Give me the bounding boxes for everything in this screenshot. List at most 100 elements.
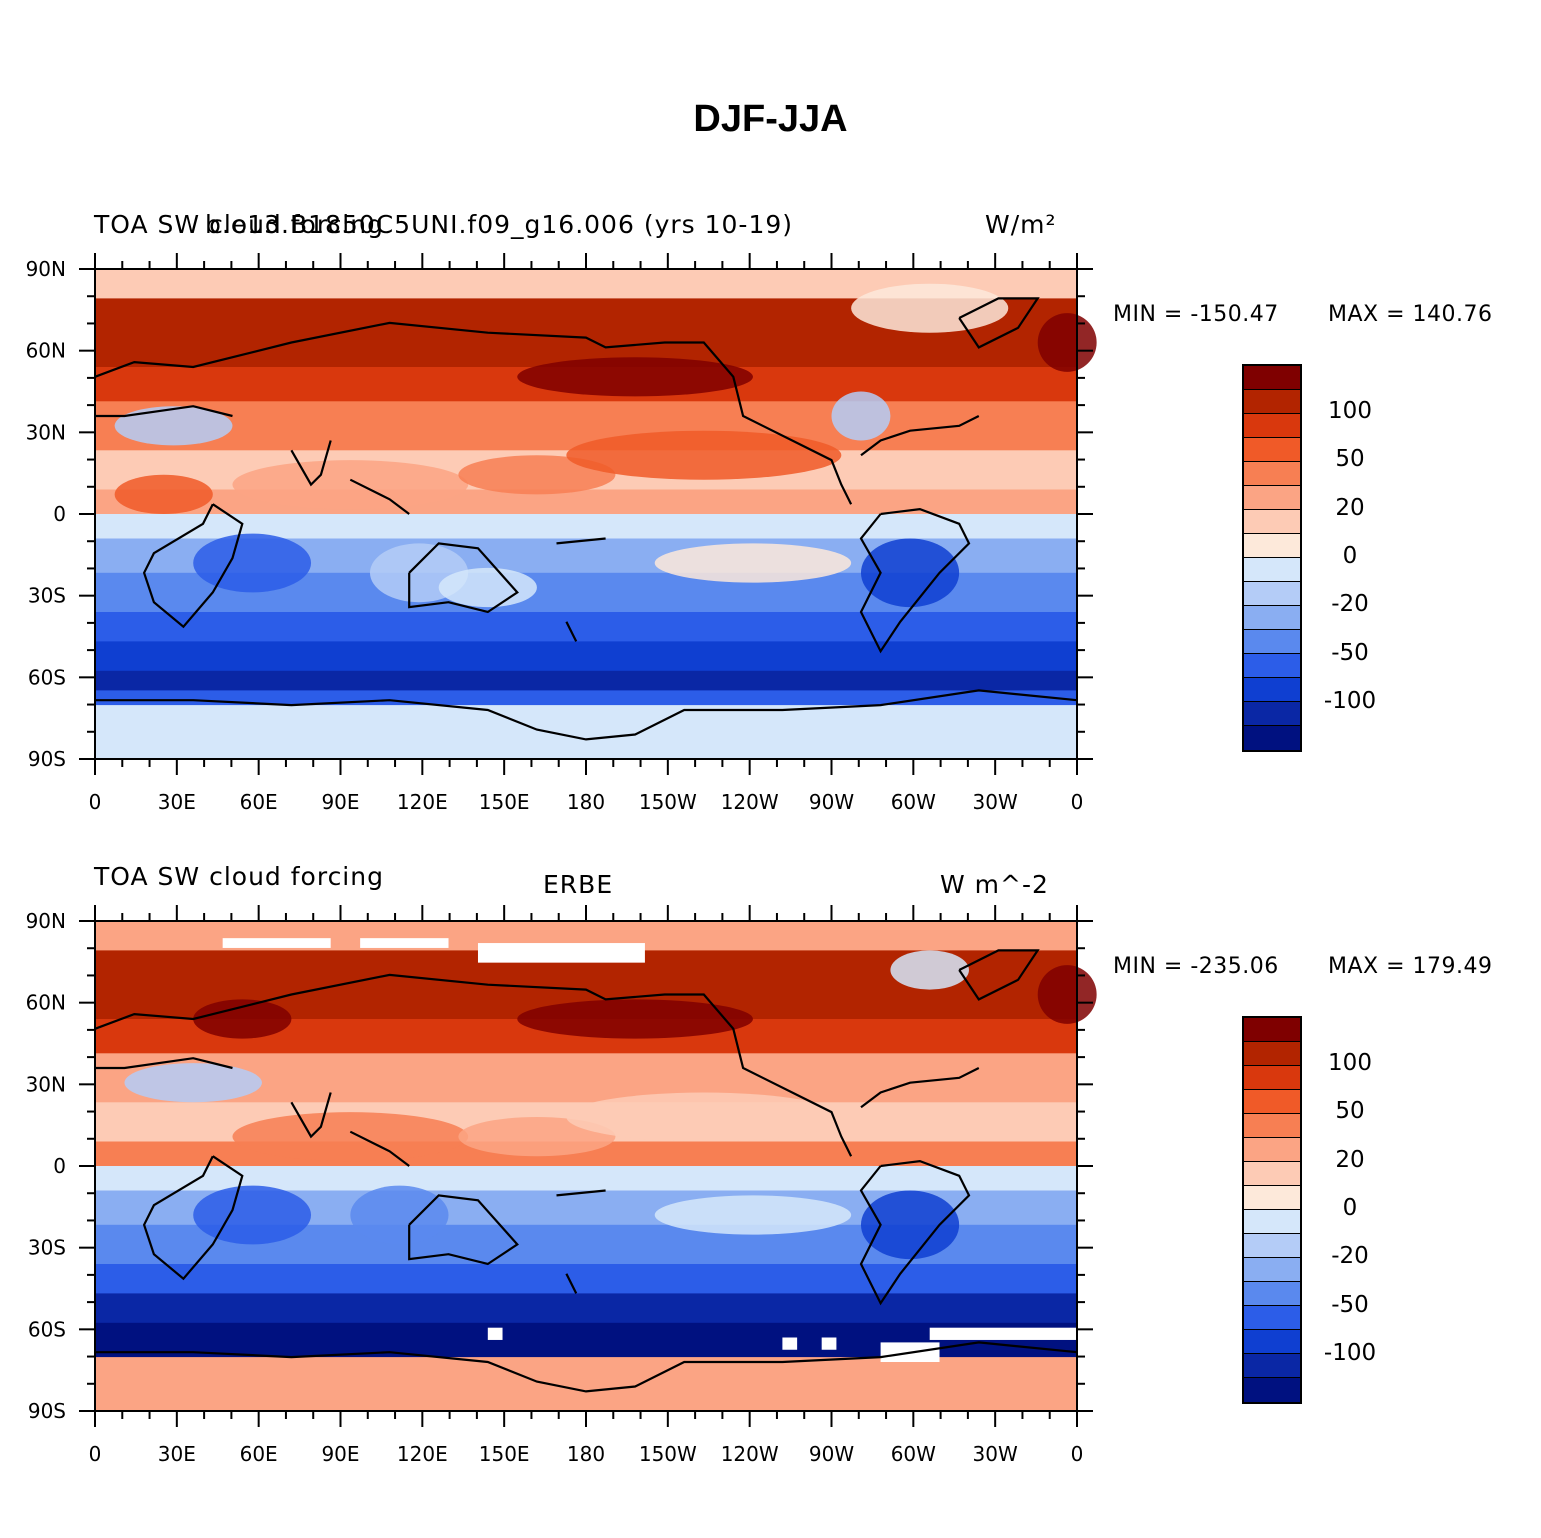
lat-tick-label: 90S [28,1399,66,1423]
coastline [349,1130,410,1167]
top-map-panel: 0 30E 60E 90E 120E 150E 180 150W 120W 90W 60W 30W 0 9… [26,253,1097,810]
colorbar-box [1244,486,1300,510]
color-band [95,1293,1077,1324]
color-region [114,474,213,514]
lon-tick-label: 180 [567,790,605,810]
colorbar-box [1244,702,1300,726]
colorbar-label: -100 [1323,687,1377,714]
bottom-min-label: MIN = -235.06 [1113,954,1279,979]
colorbar-label: -100 [1323,1339,1377,1366]
missing-data [222,938,331,948]
colorbar-label: 50 [1335,1098,1365,1125]
colorbar-label: 0 [1342,1194,1358,1221]
lat-tick-label: 30N [26,1072,66,1096]
color-band [95,1264,1077,1294]
coastline [860,415,980,457]
lon-tick-label: 150E [479,790,530,810]
coastline [95,405,233,418]
coastline [408,542,519,614]
color-band [95,705,1077,760]
color-region [654,543,852,583]
missing-data [487,1327,503,1340]
lon-tick-label: 90W [809,1442,854,1462]
coastline [349,478,410,515]
colorbar-box [1244,1186,1300,1210]
colorbar-label: -20 [1331,591,1369,618]
coastline [556,537,606,545]
colorbar-box [1244,582,1300,606]
colorbar-box [1244,630,1300,654]
colorbar-label: 20 [1335,1146,1365,1173]
coastline [94,973,853,1157]
coastline [142,1155,244,1281]
coastline [556,1189,606,1197]
color-region [124,1063,262,1103]
color-region [860,1190,960,1260]
bottom-title-right: W m^-2 [940,870,1049,899]
colorbar-box [1244,1162,1300,1186]
colorbar-box [1244,1258,1300,1282]
colorbar-box [1244,1378,1300,1402]
color-region [193,999,292,1039]
colorbar-box [1244,1210,1300,1234]
color-band [95,401,1077,451]
colorbar-box [1244,1042,1300,1066]
lon-tick-label: 120W [721,1442,779,1462]
coastline [95,689,1078,741]
colorbar-label: 100 [1328,398,1372,424]
bottom-colorbar [1242,1016,1302,1404]
lon-tick-label: 0 [1071,1442,1084,1462]
colorbar-label: -50 [1331,1291,1369,1318]
colorbar-box [1244,726,1300,750]
color-region [193,533,312,593]
lon-tick-label: 0 [89,1442,102,1462]
colorbar-box [1244,1354,1300,1378]
bottom-map-panel: 0 30E 60E 90E 120E 150E 180 150W 120W 90W 60W 30W 0 9… [26,905,1097,1462]
color-region [566,430,842,480]
coastline [95,1341,1078,1393]
coastline [860,1067,980,1109]
colorbar-box [1244,1018,1300,1042]
lon-tick-label: 30E [158,1442,196,1462]
bottom-title-center: ERBE [543,870,614,899]
lon-tick-label: 0 [1071,790,1084,810]
lon-tick-label: 30W [973,790,1018,810]
lon-tick-label: 60W [891,790,936,810]
colorbar-box [1244,390,1300,414]
coastline [142,503,244,629]
top-title-right: W/m² [985,210,1057,239]
colorbar-label: -20 [1331,1243,1369,1270]
color-region [654,1195,852,1235]
lat-tick-label: 30S [28,1236,66,1260]
lon-tick-label: 30E [158,790,196,810]
color-band [95,612,1077,642]
coastline [958,949,1040,1001]
lon-tick-label: 150E [479,1442,530,1462]
color-region [517,999,753,1039]
lon-tick-label: 150W [639,1442,697,1462]
color-region [517,357,753,397]
coastlines [94,949,1078,1393]
lon-tick-label: 120E [397,790,448,810]
coastline [859,1159,971,1306]
colorbar-label: 50 [1335,446,1365,473]
coastline [290,440,332,487]
lon-tick-label: 150W [639,790,697,810]
color-band [95,641,1077,672]
lat-tick-label: 90N [26,257,66,281]
colorbar-box [1244,1090,1300,1114]
color-region [350,1185,449,1245]
color-region [1037,313,1097,372]
colorbar-box [1244,654,1300,678]
color-band [95,1357,1077,1412]
colorbar-box [1244,606,1300,630]
color-region [438,567,537,608]
lon-tick-label: 90E [321,1442,359,1462]
missing-data [929,1327,1077,1340]
top-title-center: b.e13.B1850C5UNI.f09_g16.006 (yrs 10-19) [205,210,794,239]
color-region [458,455,616,495]
lon-tick-label: 30W [973,1442,1018,1462]
color-region [193,1185,312,1245]
colorbar-box [1244,510,1300,534]
top-title-left: TOA SW cloud forcing [94,210,384,239]
